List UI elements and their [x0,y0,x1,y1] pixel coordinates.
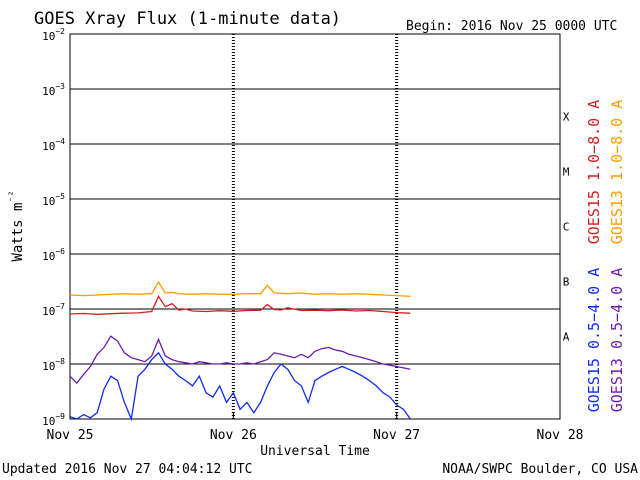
flare-class-a: A [563,331,570,344]
x-tick-labels: Nov 25 Nov 26 Nov 27 Nov 28 [47,413,584,443]
x-tick-label-2: Nov 27 [373,428,420,443]
x-tick-label-1: Nov 26 [210,428,257,443]
legend-entry-3: GOES15 0.5−4.0 A [585,268,603,413]
y-tick-label-5: 10−4 [42,137,65,153]
y-tick-label-7: 10−2 [42,27,65,43]
begin-time-label: Begin: 2016 Nov 25 0000 UTC [406,19,617,34]
y-tick-label-2: 10−7 [42,302,65,318]
chart-title: GOES Xray Flux (1-minute data) [34,9,341,29]
flare-class-b: B [563,276,570,289]
y-tick-label-0: 10−9 [42,412,65,428]
y-tick-label-6: 10−3 [42,82,65,98]
x-axis-label: Universal Time [260,444,370,459]
flare-class-c: C [563,221,570,234]
grid-layer [70,34,560,419]
series-line-3 [69,351,411,422]
legend-entry-4: GOES13 0.5−4.0 A [608,268,626,413]
flare-class-x: X [563,111,570,124]
legend: GOES15 1.0−8.0 A GOES13 1.0−8.0 A GOES15 0… [585,100,626,413]
y-axis-label: Watts m⁻² [8,190,26,261]
x-tick-label-3: Nov 28 [537,428,584,443]
legend-entry-2: GOES13 1.0−8.0 A [608,100,626,245]
series-line-2 [69,280,411,297]
plot-frame [69,33,561,420]
y-tick-label-3: 10−6 [42,247,65,263]
y-tick-label-4: 10−5 [42,192,65,208]
updated-timestamp: Updated 2016 Nov 27 04:04:12 UTC [2,462,252,477]
series-line-4 [69,335,411,385]
x-tick-label-0: Nov 25 [47,428,94,443]
series-line-1 [69,294,411,315]
credit-label: NOAA/SWPC Boulder, CO USA [442,462,638,477]
flare-class-m: M [563,166,570,179]
legend-entry-1: GOES15 1.0−8.0 A [585,100,603,245]
flare-class-labels: A B C M X [563,111,570,344]
series-layer [69,280,411,422]
y-tick-label-1: 10−8 [42,357,65,373]
y-tick-labels: 10−9 10−8 10−7 10−6 10−5 10−4 10−3 10−2 [42,27,76,428]
